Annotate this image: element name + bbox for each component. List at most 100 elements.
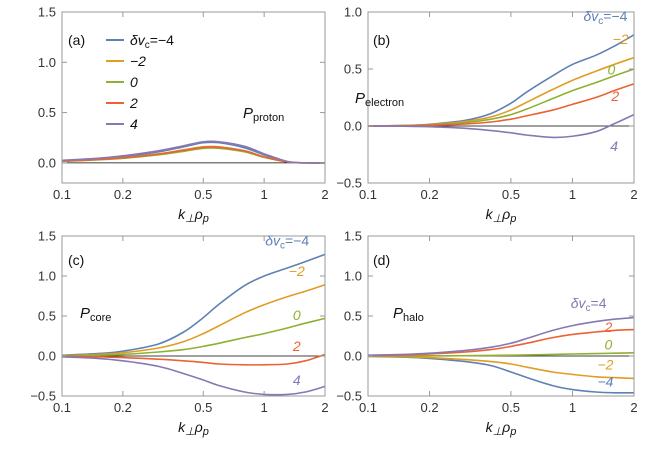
x-tick-label: 0.5: [502, 187, 520, 202]
legend-entry: δvc=−4: [130, 32, 174, 51]
curve-label: 0: [293, 307, 301, 323]
series-line-3: [367, 83, 635, 127]
y-tick-label: 0.5: [344, 62, 362, 77]
curve-label: δvc=4: [571, 295, 607, 314]
x-tick-label: 0.5: [194, 187, 212, 202]
x-tick-label: 0.2: [114, 400, 132, 415]
y-tick-label: 0.0: [344, 349, 362, 364]
x-tick-label: 0.5: [502, 400, 520, 415]
series-line-1: [367, 355, 635, 380]
label-delta-v: 0: [605, 337, 613, 353]
y-tick-label: −0.5: [30, 389, 56, 404]
curve-label: −2: [613, 31, 629, 47]
plot-frame: [61, 11, 326, 184]
panel-1: 0.1 0.2 0.5 1 2 0.0 0.5 1.0 1.5 k⊥ρp (a) Pproton δvc…: [38, 5, 329, 226]
series-line-1: [367, 56, 635, 127]
curve-label: 2: [610, 88, 619, 104]
y-tick-label: 0.0: [38, 155, 56, 170]
y-tick-label: 1.0: [344, 269, 362, 284]
label-delta-v: 2: [604, 319, 613, 335]
y-tick-label: 1.5: [38, 5, 56, 20]
y-tick-label: −0.5: [336, 176, 362, 191]
y-tick-label: 0.0: [344, 119, 362, 134]
plot-frame: [367, 11, 635, 184]
legend-entry: 0: [130, 74, 138, 90]
curve-label: 0: [605, 337, 613, 353]
x-tick-label: 1: [261, 400, 268, 415]
label-delta-v: −2: [289, 263, 305, 279]
curve-label: −2: [597, 357, 613, 373]
label-delta-v: 0: [293, 307, 301, 323]
series-line-0: [367, 34, 635, 127]
series-line-1: [61, 284, 326, 357]
y-tick-label: −0.5: [336, 389, 362, 404]
label-value: =−4: [285, 233, 309, 249]
x-axis-label: k⊥ρp: [178, 206, 209, 225]
legend-entry: 2: [129, 95, 138, 111]
label-delta-v: 0: [130, 74, 138, 90]
curve-label: 2: [604, 319, 613, 335]
quantity-label: Phalo: [393, 305, 424, 324]
series-line-0: [61, 253, 326, 356]
x-axis-label: k⊥ρp: [178, 419, 209, 438]
x-tick-label: 2: [630, 400, 637, 415]
curve-label: δvc=−4: [265, 233, 309, 252]
label-delta-v: δv: [571, 295, 587, 311]
series-line-3: [61, 353, 326, 366]
y-tick-label: 1.0: [38, 269, 56, 284]
x-tick-label: 0.2: [421, 187, 439, 202]
label-sub: c: [145, 40, 150, 51]
legend-entry: −2: [130, 53, 146, 69]
quantity-label: Pelectron: [355, 90, 404, 109]
x-tick-label: 0.2: [421, 400, 439, 415]
label-delta-v: −2: [130, 53, 146, 69]
label-value: =−4: [150, 32, 174, 48]
label-delta-v: −2: [613, 31, 629, 47]
label-delta-v: 4: [610, 138, 618, 154]
x-axis-label: k⊥ρp: [486, 419, 517, 438]
x-tick-label: 2: [321, 187, 328, 202]
y-tick-label: 1.5: [344, 229, 362, 244]
panel-3: 0.1 0.2 0.5 1 2 −0.5 0.0 0.5 1.0 1.5 k⊥ρp (c) Pcore δ…: [30, 229, 328, 439]
y-tick-label: 0.0: [38, 349, 56, 364]
quantity-label: Pcore: [80, 305, 111, 324]
panel-label: (d): [373, 252, 390, 268]
panel-label: (c): [68, 252, 84, 268]
legend-entry: 4: [130, 116, 138, 132]
label-delta-v: 4: [130, 116, 138, 132]
curve-label: 4: [610, 138, 618, 154]
label-delta-v: −4: [597, 373, 613, 389]
curve-label: −2: [289, 263, 305, 279]
label-delta-v: δv: [130, 32, 146, 48]
x-tick-label: 0.5: [194, 400, 212, 415]
y-tick-label: 1.0: [38, 55, 56, 70]
panel-label: (a): [68, 32, 85, 48]
curve-label: δvc=−4: [583, 8, 627, 27]
x-tick-label: 1: [569, 187, 576, 202]
y-tick-label: 1.0: [344, 5, 362, 20]
label-delta-v: δv: [583, 8, 599, 24]
series-line-4: [61, 140, 326, 164]
label-delta-v: 2: [292, 338, 301, 354]
curve-label: 0: [607, 62, 615, 78]
y-tick-label: 1.5: [38, 229, 56, 244]
series-line-3: [367, 328, 635, 357]
panel-label: (b): [373, 32, 390, 48]
curve-label: 2: [292, 338, 301, 354]
x-tick-label: 0.1: [53, 400, 71, 415]
x-tick-label: 1: [569, 400, 576, 415]
series-line-4: [367, 316, 635, 356]
y-tick-label: 0.5: [38, 105, 56, 120]
series-line-2: [367, 352, 635, 357]
series-line-4: [367, 113, 635, 139]
y-tick-label: 0.5: [38, 309, 56, 324]
x-tick-label: 0.1: [359, 400, 377, 415]
label-delta-v: δv: [265, 233, 281, 249]
quantity-label: Pproton: [243, 105, 284, 124]
label-delta-v: 0: [607, 62, 615, 78]
x-tick-label: 2: [321, 400, 328, 415]
curve-label: −4: [597, 373, 613, 389]
label-sub: c: [586, 303, 591, 314]
